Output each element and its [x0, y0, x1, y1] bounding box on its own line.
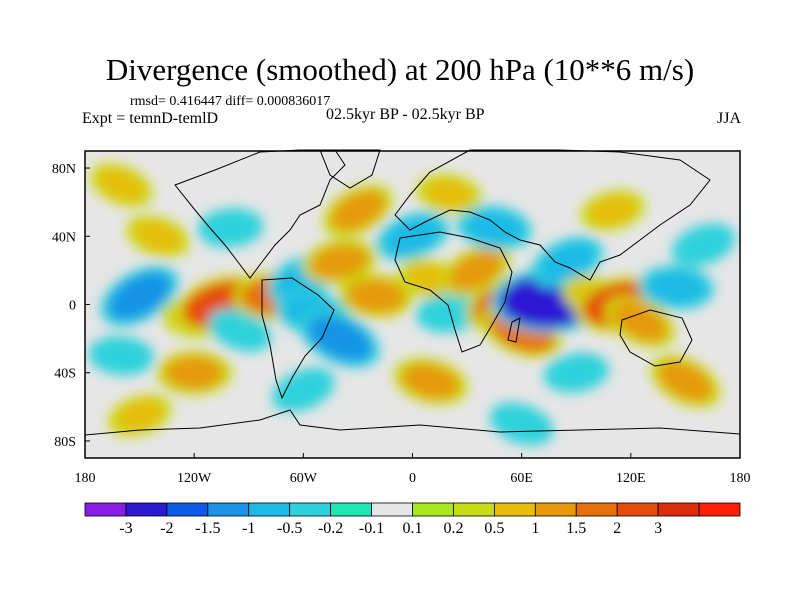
experiment-label: Expt = temnD-temlD	[82, 110, 219, 127]
anomaly-core	[346, 278, 407, 314]
colorbar-swatch	[371, 502, 413, 517]
anomaly-core	[424, 178, 474, 209]
x-tick-label: 60E	[510, 471, 533, 486]
coastline-antarctica	[84, 409, 741, 436]
divergence-field	[85, 151, 740, 458]
anomaly-core	[657, 360, 714, 402]
x-tick-label: 60W	[290, 471, 318, 486]
colorbar-level-label: 0.2	[443, 520, 463, 537]
coastline-madagascar	[507, 317, 521, 343]
y-tick-label: 40N	[52, 230, 76, 245]
anomaly-core	[538, 242, 596, 282]
y-tick-label: 80S	[54, 435, 76, 450]
anomaly-core	[448, 249, 504, 292]
period-label: 02.5kyr BP - 02.5kyr BP	[326, 106, 485, 123]
anomaly-core	[279, 373, 328, 407]
colorbar-level-label: -1	[242, 520, 255, 537]
colorbar-swatch	[698, 502, 741, 517]
anomaly-core	[215, 313, 264, 347]
anomaly-core	[133, 220, 182, 253]
anomaly-core	[423, 298, 474, 328]
colorbar-level-label: 1	[531, 520, 539, 537]
colorbar-swatch	[453, 502, 495, 517]
colorbar-level-label: 1.5	[566, 520, 586, 537]
coastline-australia	[619, 309, 693, 367]
colorbar-swatch	[207, 502, 250, 517]
colorbar-swatch	[330, 502, 372, 517]
season-label: JJA	[716, 110, 741, 127]
coastline-south-america	[261, 277, 335, 400]
colorbar-swatch	[166, 502, 209, 517]
colorbar-swatch	[575, 502, 618, 517]
anomaly-core	[310, 244, 370, 280]
colorbar-level-label: 3	[654, 520, 662, 537]
colorbar-level-label: -2	[160, 520, 173, 537]
colorbar-swatch	[412, 502, 454, 517]
anomaly-core	[401, 363, 461, 400]
colorbar-swatch	[616, 502, 659, 517]
colorbar-swatch	[248, 502, 291, 517]
colorbar-swatch	[534, 502, 577, 517]
x-tick-label: 120W	[177, 471, 212, 486]
anomaly-core	[96, 341, 147, 371]
anomaly-core	[330, 190, 386, 232]
colorbar-swatch	[289, 502, 332, 517]
anomaly-core	[164, 355, 225, 390]
colorbar-level-label: -0.1	[359, 520, 384, 537]
y-tick-label: 0	[69, 299, 76, 314]
x-tick-label: 180	[730, 471, 751, 486]
anomaly-core	[205, 213, 256, 243]
anomaly-core	[307, 315, 373, 362]
chart-title: Divergence (smoothed) at 200 hPa (10**6 …	[105, 52, 695, 87]
anomaly-core	[646, 270, 707, 305]
anomaly-core	[679, 228, 728, 261]
colorbar-level-label: 0.5	[484, 520, 504, 537]
anomaly-core	[551, 357, 602, 388]
colorbar-swatch	[493, 502, 536, 517]
y-tick-label: 80N	[52, 162, 76, 177]
y-tick-label: 40S	[54, 367, 76, 382]
colorbar-swatch	[125, 502, 168, 517]
stats-line: rmsd= 0.416447 diff= 0.000836017	[130, 94, 331, 109]
coastline-greenland	[319, 149, 381, 189]
map-axes: 180 120W 60W 0 60E 120E 180 80N 40N 0 40S 80S	[52, 162, 751, 486]
colorbar-level-label: 2	[613, 520, 621, 537]
coastline-eurasia	[394, 149, 711, 281]
anomaly-core	[115, 399, 164, 432]
x-tick-label: 180	[75, 471, 96, 486]
colorbar-swatch	[84, 502, 127, 517]
anomaly-core	[97, 168, 146, 202]
coastline-africa	[394, 231, 513, 353]
colorbar: -3 -2 -1.5 -1 -0.5 -0.2 -0.1 0.1 0.2 0.5 1 1.5 2 3	[84, 502, 741, 537]
x-tick-label: 0	[409, 471, 416, 486]
colorbar-swatch	[657, 502, 700, 517]
colorbar-level-label: -3	[119, 520, 132, 537]
colorbar-level-label: -0.2	[318, 520, 343, 537]
colorbar-level-label: 0.1	[403, 520, 423, 537]
anomaly-core	[107, 271, 172, 321]
x-tick-label: 120E	[616, 471, 646, 486]
anomaly-core	[464, 210, 525, 246]
colorbar-level-label: -0.5	[277, 520, 302, 537]
anomaly-core	[588, 195, 638, 227]
colorbar-level-label: -1.5	[195, 520, 220, 537]
